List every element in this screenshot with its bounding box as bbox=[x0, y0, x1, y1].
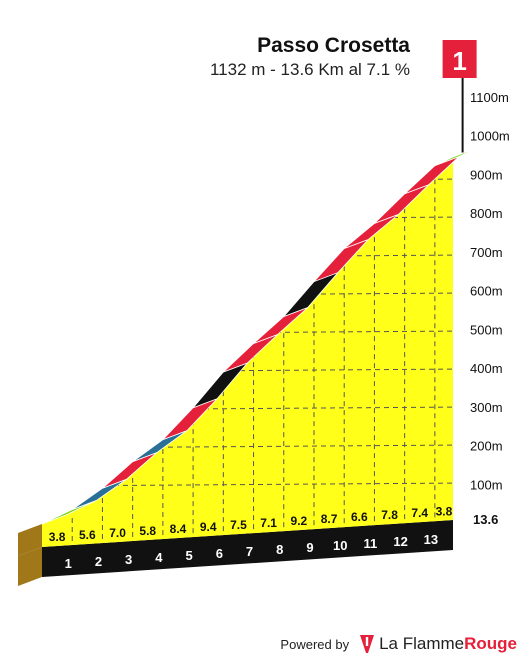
elevation-tick-label: 200m bbox=[470, 439, 503, 454]
brand-name-part1: La Flamme bbox=[379, 634, 465, 653]
km-marker-label: 13 bbox=[424, 532, 438, 547]
elevation-grid-line bbox=[42, 330, 453, 335]
profile-side-face bbox=[18, 524, 42, 556]
gradient-label: 7.4 bbox=[411, 506, 428, 520]
km-marker-label: 2 bbox=[95, 554, 102, 569]
elevation-grid-line bbox=[42, 292, 453, 297]
elevation-grid-line bbox=[42, 178, 453, 183]
climb-title: Passo Crosetta bbox=[257, 34, 410, 57]
total-distance-label: 13.6 bbox=[473, 512, 498, 527]
km-marker-label: 6 bbox=[216, 546, 223, 561]
km-marker-label: 3 bbox=[125, 552, 132, 567]
gradient-label: 3.8 bbox=[436, 505, 453, 519]
km-marker-label: 11 bbox=[364, 536, 378, 551]
km-marker-label: 7 bbox=[246, 544, 253, 559]
gradient-label: 6.6 bbox=[351, 510, 368, 524]
footer-credit: Powered by La Flamme Rouge bbox=[280, 632, 517, 656]
brand-name-part2: Rouge bbox=[464, 634, 517, 653]
km-marker-label: 9 bbox=[306, 540, 313, 555]
gradient-segment bbox=[434, 147, 478, 167]
elevation-grid-line bbox=[42, 141, 467, 144]
elevation-grid-line bbox=[42, 368, 453, 373]
elevation-grid-line bbox=[42, 254, 453, 259]
elevation-tick-label: 100m bbox=[470, 477, 503, 492]
gradient-label: 3.8 bbox=[49, 530, 66, 544]
elevation-tick-label: 500m bbox=[470, 322, 503, 337]
elevation-tick-label: 900m bbox=[470, 167, 503, 182]
base-front-band bbox=[42, 520, 453, 577]
elevation-tick-label: 700m bbox=[470, 245, 503, 260]
km-marker-label: 5 bbox=[185, 548, 192, 563]
climb-subtitle: 1132 m - 13.6 Km al 7.1 % bbox=[209, 60, 410, 79]
gradient-label: 9.2 bbox=[291, 514, 308, 528]
km-marker-label: 10 bbox=[333, 538, 347, 553]
elevation-grid-line bbox=[42, 406, 453, 411]
km-marker-label: 12 bbox=[393, 534, 407, 549]
km-marker-label: 4 bbox=[155, 550, 163, 565]
elevation-grid-line bbox=[42, 103, 467, 106]
gradient-label: 7.5 bbox=[230, 518, 247, 532]
flame-rouge-logo-icon bbox=[360, 635, 375, 653]
gradient-label: 7.8 bbox=[381, 508, 398, 522]
summit-flag-label: 1 bbox=[452, 46, 466, 76]
base-side-face bbox=[18, 547, 42, 586]
gradient-label: 7.0 bbox=[109, 526, 126, 540]
elevation-tick-label: 1100m bbox=[470, 90, 509, 105]
elevation-tick-label: 800m bbox=[470, 206, 503, 221]
gradient-label: 5.6 bbox=[79, 528, 96, 542]
summit-flag bbox=[442, 40, 477, 78]
elevation-tick-label: 300m bbox=[470, 400, 503, 415]
gradient-label: 8.4 bbox=[170, 522, 187, 536]
gradient-label: 5.8 bbox=[139, 524, 156, 538]
elevation-tick-label: 600m bbox=[470, 284, 503, 299]
km-marker-label: 1 bbox=[65, 556, 72, 571]
gradient-label: 9.4 bbox=[200, 520, 217, 534]
elevation-grid-line bbox=[42, 444, 453, 449]
elevation-tick-label: 400m bbox=[470, 361, 503, 376]
gradient-label: 8.7 bbox=[321, 512, 338, 526]
elevation-grid-line bbox=[42, 216, 453, 221]
powered-by-label: Powered by bbox=[280, 636, 350, 652]
gradient-label: 7.1 bbox=[260, 516, 277, 530]
km-marker-label: 8 bbox=[276, 542, 283, 557]
elevation-tick-label: 1000m bbox=[470, 129, 510, 144]
elevation-grid-line bbox=[42, 482, 453, 487]
